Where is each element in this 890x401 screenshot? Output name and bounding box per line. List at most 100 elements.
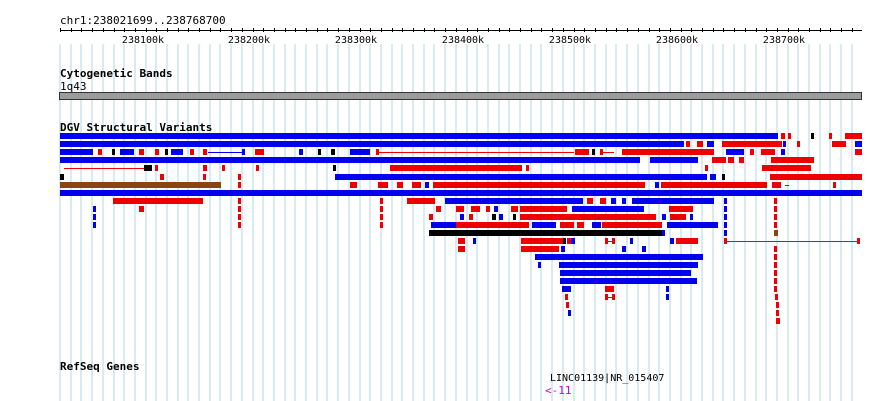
dgv-loss-variant[interactable] xyxy=(845,133,862,139)
dgv-loss-variant[interactable] xyxy=(724,241,859,242)
dgv-loss-variant[interactable] xyxy=(774,270,777,276)
dgv-gain-variant[interactable] xyxy=(93,206,96,212)
dgv-gain-variant[interactable] xyxy=(630,238,633,244)
dgv-loss-variant[interactable] xyxy=(697,141,703,147)
dgv-gain-variant[interactable] xyxy=(560,270,691,276)
dgv-complex-variant[interactable] xyxy=(513,214,516,220)
dgv-loss-variant[interactable] xyxy=(832,141,846,147)
dgv-loss-variant[interactable] xyxy=(238,174,241,180)
dgv-gain-variant[interactable] xyxy=(670,238,674,244)
dgv-loss-variant[interactable] xyxy=(661,182,767,188)
dgv-loss-variant[interactable] xyxy=(255,149,264,155)
dgv-loss-variant[interactable] xyxy=(565,294,568,300)
dgv-loss-variant[interactable] xyxy=(774,246,777,252)
dgv-loss-variant[interactable] xyxy=(380,206,383,212)
dgv-loss-variant[interactable] xyxy=(776,318,780,324)
gene-feature-linc01139[interactable]: <-11 xyxy=(545,384,572,397)
dgv-loss-variant[interactable] xyxy=(577,222,584,228)
dgv-loss-variant[interactable] xyxy=(486,206,490,212)
dgv-gain-variant[interactable] xyxy=(60,133,778,139)
dgv-loss-variant[interactable] xyxy=(705,165,708,171)
dgv-loss-variant[interactable] xyxy=(469,214,473,220)
dgv-complex-variant[interactable] xyxy=(563,238,566,244)
dgv-gain-variant[interactable] xyxy=(568,310,571,316)
dgv-loss-variant[interactable] xyxy=(471,206,480,212)
dgv-loss-variant[interactable] xyxy=(775,294,778,300)
dgv-gain-variant[interactable] xyxy=(622,246,626,252)
dgv-loss-variant[interactable] xyxy=(605,297,615,298)
dgv-loss-variant[interactable] xyxy=(256,165,259,171)
dgv-loss-variant[interactable] xyxy=(407,198,435,204)
dgv-gain-variant[interactable] xyxy=(632,198,714,204)
dgv-gain-variant[interactable] xyxy=(622,198,626,204)
dgv-loss-variant[interactable] xyxy=(612,294,615,300)
dgv-loss-variant[interactable] xyxy=(785,185,789,186)
dgv-loss-variant[interactable] xyxy=(238,222,241,228)
dgv-gain-variant[interactable] xyxy=(724,230,727,236)
dgv-gain-variant[interactable] xyxy=(208,152,242,153)
dgv-loss-variant[interactable] xyxy=(560,222,574,228)
dgv-gain-variant[interactable] xyxy=(559,262,698,268)
dgv-loss-variant[interactable] xyxy=(722,141,782,147)
dgv-loss-variant[interactable] xyxy=(774,286,777,292)
dgv-loss-variant[interactable] xyxy=(605,286,614,292)
dgv-gain-variant[interactable] xyxy=(299,149,303,155)
dgv-complex-variant[interactable] xyxy=(333,165,336,171)
dgv-gain-variant[interactable] xyxy=(781,149,785,155)
dgv-loss-variant[interactable] xyxy=(520,206,567,212)
dgv-gain-variant[interactable] xyxy=(60,149,93,155)
dgv-gain-variant[interactable] xyxy=(655,182,659,188)
dgv-loss-variant[interactable] xyxy=(380,222,383,228)
dgv-loss-variant[interactable] xyxy=(833,182,836,188)
dgv-gain-variant[interactable] xyxy=(666,294,669,300)
dgv-loss-variant[interactable] xyxy=(238,182,241,188)
dgv-loss-variant[interactable] xyxy=(774,206,777,212)
dgv-gain-variant[interactable] xyxy=(642,246,646,252)
dgv-loss-variant[interactable] xyxy=(728,157,734,163)
dgv-loss-variant[interactable] xyxy=(139,206,144,212)
dgv-inversion-variant[interactable] xyxy=(60,182,221,188)
dgv-complex-variant[interactable] xyxy=(331,149,335,155)
dgv-gain-variant[interactable] xyxy=(662,214,666,220)
dgv-complex-variant[interactable] xyxy=(492,214,496,220)
dgv-loss-variant[interactable] xyxy=(238,198,241,204)
dgv-gain-variant[interactable] xyxy=(650,157,698,163)
dgv-gain-variant[interactable] xyxy=(562,286,571,292)
dgv-gain-variant[interactable] xyxy=(120,149,134,155)
dgv-gain-variant[interactable] xyxy=(350,149,370,155)
dgv-gain-variant[interactable] xyxy=(572,206,644,212)
dgv-gain-variant[interactable] xyxy=(242,149,245,155)
dgv-complex-variant[interactable] xyxy=(165,149,168,155)
dgv-loss-variant[interactable] xyxy=(776,302,779,308)
dgv-loss-variant[interactable] xyxy=(774,254,777,260)
dgv-gain-variant[interactable] xyxy=(666,286,669,292)
dgv-loss-variant[interactable] xyxy=(575,149,589,155)
dgv-gain-variant[interactable] xyxy=(425,182,429,188)
dgv-gain-variant[interactable] xyxy=(460,214,464,220)
dgv-gain-variant[interactable] xyxy=(335,174,707,180)
dgv-loss-variant[interactable] xyxy=(686,141,690,147)
dgv-complex-variant[interactable] xyxy=(144,165,152,171)
dgv-gain-variant[interactable] xyxy=(538,262,541,268)
dgv-gain-variant[interactable] xyxy=(60,157,640,163)
dgv-gain-variant[interactable] xyxy=(60,190,862,196)
dgv-loss-variant[interactable] xyxy=(676,238,698,244)
dgv-loss-variant[interactable] xyxy=(350,182,357,188)
dgv-loss-variant[interactable] xyxy=(770,174,862,180)
dgv-gain-variant[interactable] xyxy=(532,222,556,228)
dgv-gain-variant[interactable] xyxy=(445,198,583,204)
dgv-loss-variant[interactable] xyxy=(587,198,593,204)
dgv-loss-variant[interactable] xyxy=(376,152,574,153)
dgv-loss-variant[interactable] xyxy=(456,206,464,212)
dgv-loss-variant[interactable] xyxy=(520,214,656,220)
dgv-loss-variant[interactable] xyxy=(761,149,775,155)
dgv-loss-variant[interactable] xyxy=(203,174,206,180)
dgv-loss-variant[interactable] xyxy=(612,238,615,244)
cytoband-1q43[interactable] xyxy=(59,92,862,100)
dgv-gain-variant[interactable] xyxy=(724,222,727,228)
dgv-complex-variant[interactable] xyxy=(811,133,814,139)
dgv-gain-variant[interactable] xyxy=(724,206,727,212)
dgv-inversion-variant[interactable] xyxy=(774,230,778,236)
dgv-loss-variant[interactable] xyxy=(238,206,241,212)
dgv-loss-variant[interactable] xyxy=(774,198,777,204)
